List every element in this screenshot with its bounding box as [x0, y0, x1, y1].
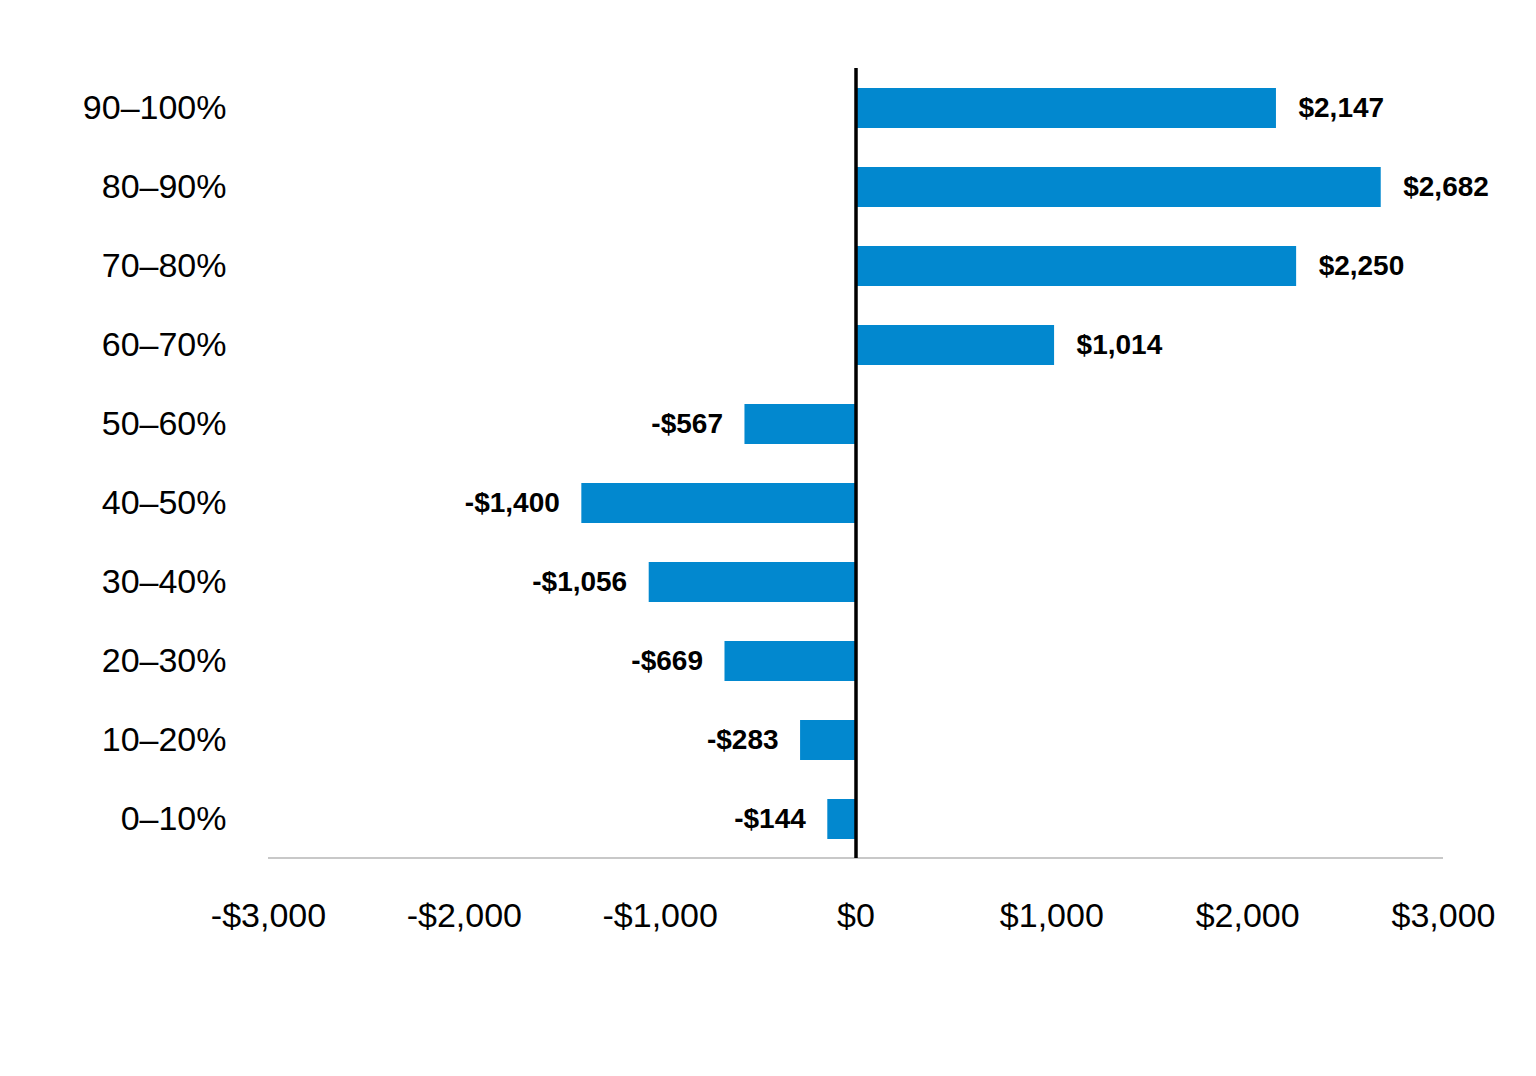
- svg-text:50–60%: 50–60%: [102, 404, 227, 442]
- svg-text:-$1,400: -$1,400: [465, 487, 560, 518]
- svg-text:$1,000: $1,000: [1000, 896, 1104, 934]
- svg-text:$2,250: $2,250: [1319, 250, 1405, 281]
- svg-text:60–70%: 60–70%: [102, 325, 227, 363]
- svg-text:70–80%: 70–80%: [102, 246, 227, 284]
- svg-text:-$1,056: -$1,056: [532, 566, 627, 597]
- svg-text:40–50%: 40–50%: [102, 483, 227, 521]
- svg-text:90–100%: 90–100%: [83, 88, 227, 126]
- svg-text:$3,000: $3,000: [1392, 896, 1496, 934]
- svg-text:$2,000: $2,000: [1196, 896, 1300, 934]
- svg-text:$1,014: $1,014: [1077, 329, 1163, 360]
- svg-text:$2,147: $2,147: [1298, 92, 1384, 123]
- svg-text:-$1,000: -$1,000: [603, 896, 718, 934]
- svg-text:-$3,000: -$3,000: [211, 896, 326, 934]
- svg-text:20–30%: 20–30%: [102, 641, 227, 679]
- svg-text:$2,682: $2,682: [1403, 171, 1489, 202]
- svg-text:$0: $0: [837, 896, 875, 934]
- svg-text:-$669: -$669: [631, 645, 703, 676]
- svg-text:10–20%: 10–20%: [102, 720, 227, 758]
- svg-text:-$2,000: -$2,000: [407, 896, 522, 934]
- svg-text:-$567: -$567: [651, 408, 723, 439]
- svg-text:30–40%: 30–40%: [102, 562, 227, 600]
- svg-text:80–90%: 80–90%: [102, 167, 227, 205]
- svg-text:-$283: -$283: [707, 724, 779, 755]
- svg-text:0–10%: 0–10%: [121, 799, 227, 837]
- svg-text:-$144: -$144: [734, 803, 806, 834]
